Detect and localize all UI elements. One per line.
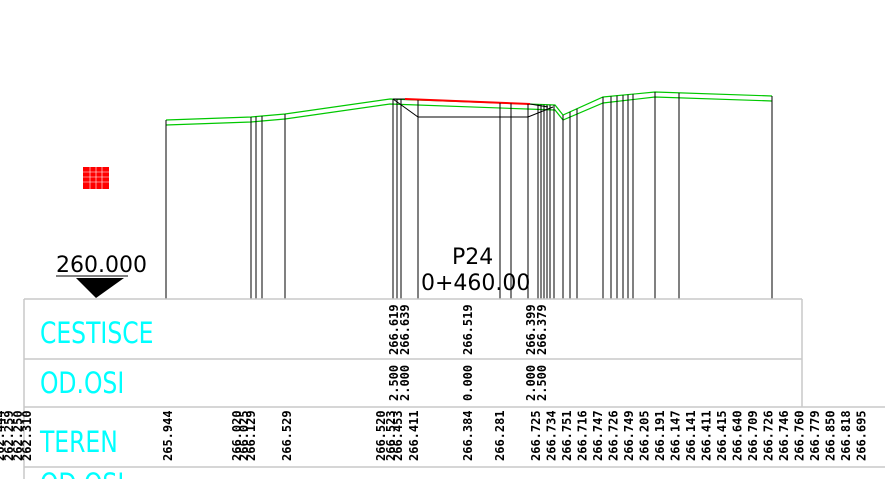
table-value: 266.411 [407, 410, 421, 461]
row-label-od-osi-2: OD.OSI [40, 467, 124, 479]
table-value: 266.709 [746, 410, 760, 461]
table-value: 266.726 [762, 410, 776, 461]
table-value: 266.399 [524, 304, 538, 355]
table-value: 266.725 [529, 410, 543, 461]
table-value: 266.726 [607, 410, 621, 461]
table-value: 266.411 [700, 410, 714, 461]
table-value: 262.250 [11, 410, 25, 461]
table-value: 266.379 [535, 304, 549, 355]
table-value: 266.519 [461, 304, 475, 355]
row-label-od-osi: OD.OSI [40, 366, 124, 401]
table-value: 266.384 [461, 410, 475, 461]
table-value: 266.453 [391, 410, 405, 461]
table-value: 266.818 [839, 410, 853, 461]
table-value: 266.779 [808, 410, 822, 461]
row-label-teren: TEREN [39, 425, 118, 460]
table-value: 266.850 [824, 410, 838, 461]
table-value: 266.141 [684, 410, 698, 461]
table-value: 266.760 [793, 410, 807, 461]
table-value: 266.529 [280, 410, 294, 461]
terrain-line [165, 91, 773, 126]
table-value: 266.716 [576, 410, 590, 461]
table-value: 266.523 [384, 410, 398, 461]
table-value: 266.129 [244, 410, 258, 461]
profile-name: P24 [452, 245, 493, 270]
table-value: 0.000 [461, 365, 475, 401]
table-value: 2.000 [398, 365, 412, 401]
table-value: 265.944 [161, 410, 175, 461]
table-value: 266.734 [545, 410, 559, 461]
profile-station: 0+460.00 [421, 271, 530, 296]
table-value: 266.619 [387, 304, 401, 355]
table-value: 266.025 [237, 410, 251, 461]
table-value: 266.749 [622, 410, 636, 461]
table-value: 2.500 [387, 365, 401, 401]
table-value: 266.281 [493, 410, 507, 461]
table-value: 2.500 [535, 365, 549, 401]
table-value: 266.746 [777, 410, 791, 461]
table-value: 266.191 [653, 410, 667, 461]
table-value: 266.020 [230, 410, 244, 461]
table-value: 266.695 [855, 410, 869, 461]
table-value: 262.259 [2, 410, 16, 461]
table-value: 266.415 [715, 410, 729, 461]
table-value: 266.639 [398, 304, 412, 355]
level-marker [83, 167, 109, 189]
reference-level-triangle [76, 278, 124, 298]
data-table [23, 298, 885, 479]
table-value: 266.205 [638, 410, 652, 461]
table-value: 262.444 [0, 410, 7, 461]
road-surface [404, 98, 531, 105]
profile-verticals [165, 92, 773, 299]
table-value: 266.147 [669, 410, 683, 461]
reference-level-label: 260.000 [56, 253, 147, 278]
table-value: 262.310 [20, 410, 34, 461]
table-value: 266.520 [374, 410, 388, 461]
table-value: 266.747 [591, 410, 605, 461]
table-value: 2.000 [524, 365, 538, 401]
table-value: 266.640 [731, 410, 745, 461]
row-label-cestisce: CESTISCE [40, 316, 154, 351]
table-value: 266.751 [560, 410, 574, 461]
